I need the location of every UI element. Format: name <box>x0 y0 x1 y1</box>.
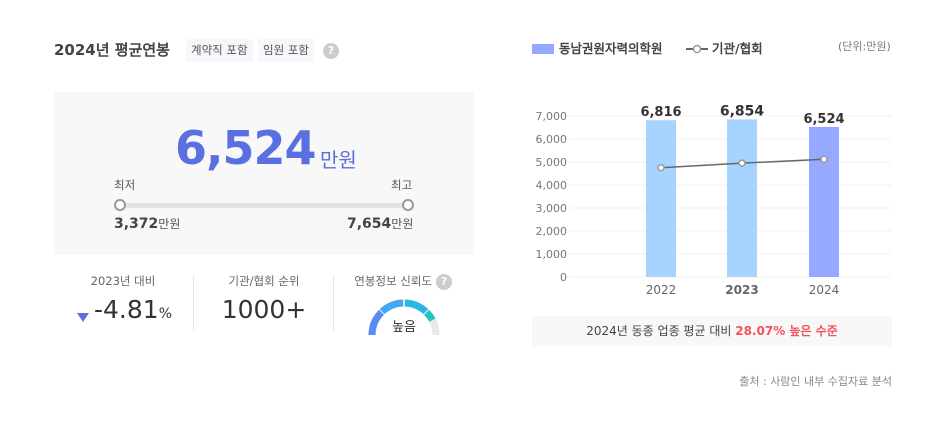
bar <box>809 126 839 277</box>
bar <box>727 119 757 277</box>
change-number: -4.81 <box>94 295 159 324</box>
reliability-label: 연봉정보 신뢰도 <box>354 274 432 288</box>
min-number: 3,372 <box>114 216 159 232</box>
tag-contract: 계약직 포함 <box>186 39 253 62</box>
note-text: 2024년 동종 업종 평균 대비 <box>586 324 736 338</box>
page-title: 2024년 평균연봉 <box>54 41 170 59</box>
x-tick-label: 2023 <box>725 283 758 297</box>
y-tick-label: 6,000 <box>536 133 568 146</box>
y-tick-label: 7,000 <box>536 110 568 123</box>
max-number: 7,654 <box>347 216 392 232</box>
x-tick-label: 2024 <box>809 283 840 297</box>
y-tick-label: 5,000 <box>536 156 568 169</box>
comparison-note: 2024년 동종 업종 평균 대비 28.07% 높은 수준 <box>532 316 892 346</box>
line-point <box>820 155 828 163</box>
bar <box>646 120 676 278</box>
change-unit: % <box>158 306 172 322</box>
max-label: 최고 <box>391 178 413 192</box>
salary-chart: 0 1,000 2,000 3,000 4,000 5,000 6,000 7,000 6,81… <box>536 103 892 297</box>
min-value: 3,372만원 <box>114 215 180 232</box>
bar-value-label: 6,524 <box>803 112 844 127</box>
legend-line-label: 기관/협회 <box>712 41 763 56</box>
tag-executive: 임원 포함 <box>258 39 314 62</box>
y-tick-label: 2,000 <box>536 225 568 238</box>
reliability-gauge <box>368 299 440 336</box>
divider <box>333 275 334 331</box>
divider <box>193 275 194 331</box>
salary-range-track <box>119 203 409 208</box>
legend-bar-swatch <box>532 44 554 54</box>
y-tick-label: 1,000 <box>536 248 568 261</box>
min-unit: 만원 <box>158 217 181 231</box>
change-value: -4.81% <box>94 295 172 324</box>
question-circle-icon[interactable]: ? <box>436 274 452 290</box>
average-salary: 6,524 <box>175 121 317 175</box>
min-label: 최저 <box>114 178 136 192</box>
min-knob <box>114 199 126 211</box>
max-value: 7,654만원 <box>347 215 413 232</box>
max-knob <box>402 199 414 211</box>
rank-value: 1000+ <box>221 295 307 324</box>
bar-value-label: 6,854 <box>720 103 765 119</box>
legend-line-icon <box>686 44 708 54</box>
line-point <box>657 164 665 172</box>
y-tick-label: 4,000 <box>536 179 568 192</box>
unit-label: (단위:만원) <box>838 40 891 53</box>
salary-panel <box>54 92 474 255</box>
question-circle-icon[interactable]: ? <box>323 43 339 59</box>
legend-bar-label: 동남권원자력의학원 <box>559 41 663 56</box>
rank-label: 기관/협회 순위 <box>228 274 300 288</box>
average-unit: 만원 <box>320 148 357 172</box>
change-label: 2023년 대비 <box>90 274 156 288</box>
y-tick-label: 3,000 <box>536 202 568 215</box>
x-tick-label: 2022 <box>646 283 677 297</box>
note-highlight: 28.07% 높은 수준 <box>735 324 838 338</box>
y-tick-label: 0 <box>560 271 567 284</box>
source-text: 출처 : 사람인 내부 수집자료 분석 <box>739 375 892 388</box>
max-unit: 만원 <box>391 217 414 231</box>
down-triangle-icon <box>77 313 89 322</box>
reliability-value: 높음 <box>392 320 416 335</box>
line-point <box>738 159 746 167</box>
bar-value-label: 6,816 <box>640 105 681 120</box>
